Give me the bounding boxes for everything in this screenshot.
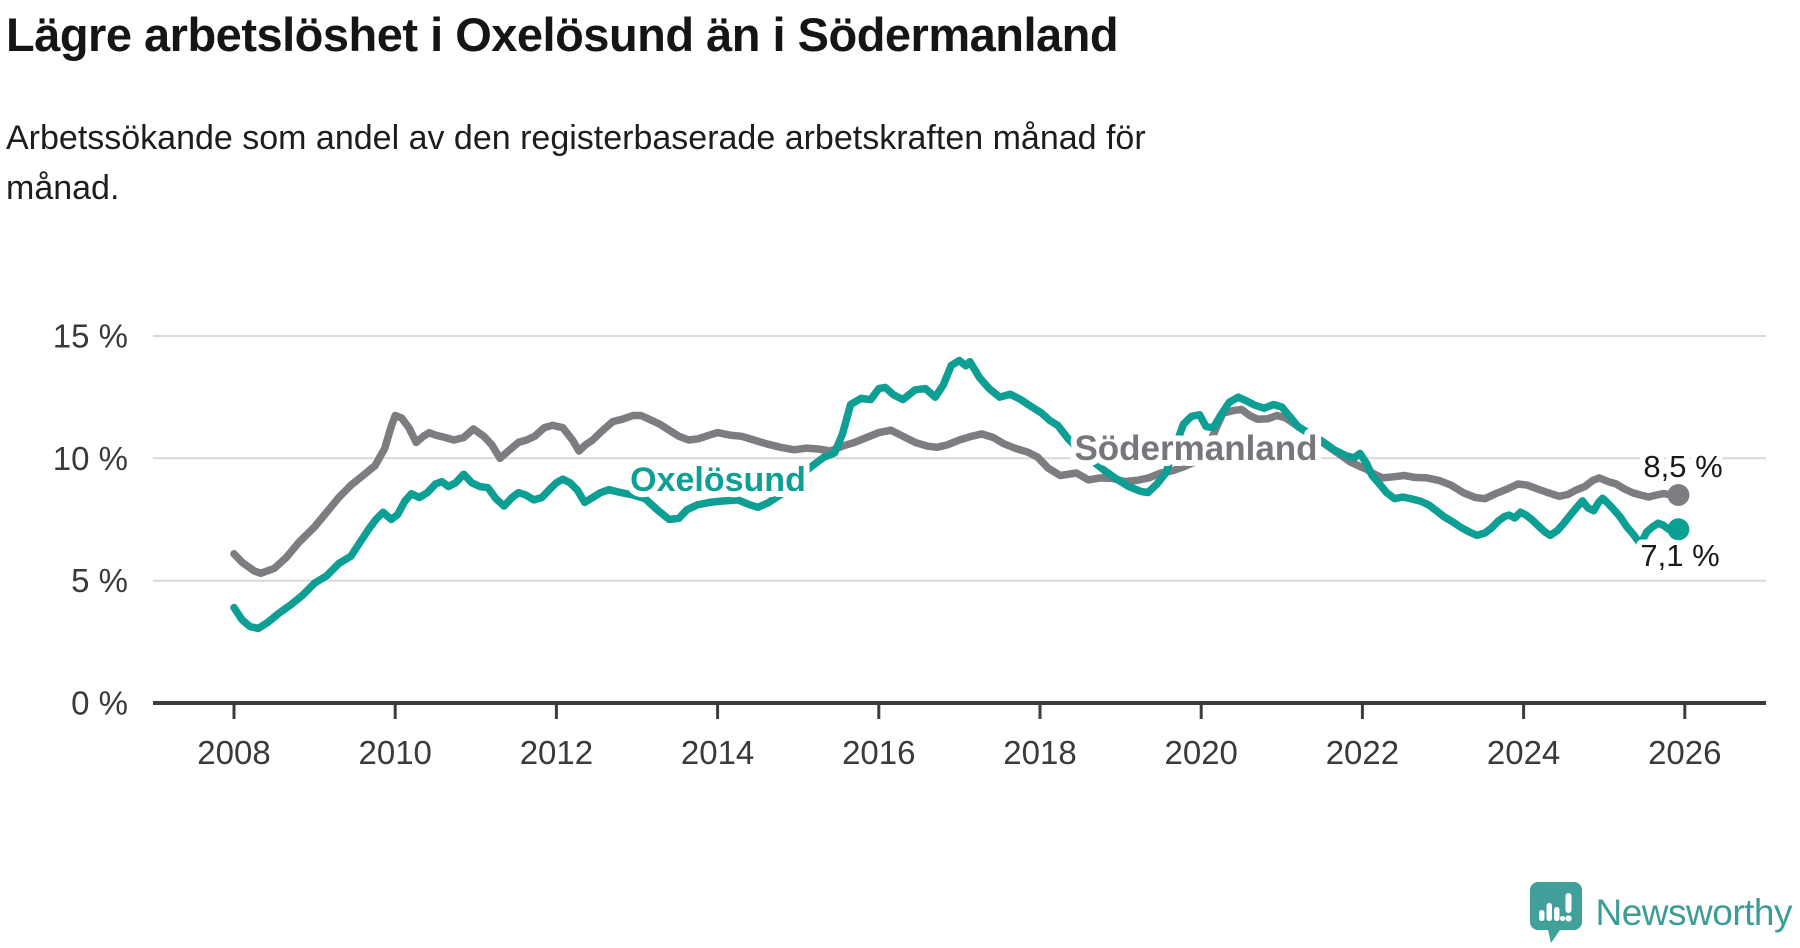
subtitle-line-1: Arbetssökande som andel av den registerb… [6,119,1146,158]
newsworthy-speech-bubble-chart-icon [1529,882,1582,943]
series-end-dots [1667,484,1690,541]
y-tick-label: 10 % [53,440,128,477]
chart-header: Lägre arbetslöshet i Oxelösund än i Söde… [6,0,1706,214]
y-tick-label: 5 % [71,562,128,599]
subtitle-line-2: månad. [6,169,120,208]
y-tick-label: 0 % [71,685,128,722]
series-line-södermanland [230,405,1683,578]
page-title: Lägre arbetslöshet i Oxelösund än i Söde… [6,8,1119,61]
x-tick-label: 2008 [197,734,270,771]
y-axis-labels: 0 % 5 % 10 % 15 % [53,318,128,722]
x-tick-label: 2016 [842,734,915,771]
brand-name: Newsworthy [1595,892,1793,933]
series-label-oxelosund: Oxelösund [630,461,806,499]
end-dot-oxelösund [1667,518,1690,541]
end-dot-södermanland [1667,484,1690,506]
newsworthy-logo: Newsworthy [1529,882,1793,944]
end-value-label-oxelosund: 7,1 % [1640,538,1719,573]
gridlines [153,335,1766,582]
x-tick-label: 2026 [1648,734,1721,771]
x-tick-label: 2020 [1164,734,1237,771]
chart-subtitle: Arbetssökande som andel av den registerb… [6,114,1706,214]
series-line-oxelösund [230,356,1683,633]
x-tick-label: 2012 [520,734,593,771]
end-value-label-sodermanland: 8,5 % [1643,449,1722,484]
series-label-sodermanland: Södermanland [1074,429,1317,468]
x-tick-label: 2018 [1003,734,1076,771]
series-lines [230,356,1683,633]
x-axis: 2008 2010 2012 2014 2016 2018 2020 2022 2024 2026 [153,701,1766,771]
x-tick-label: 2024 [1487,734,1560,771]
y-tick-label: 15 % [53,318,128,355]
x-tick-label: 2010 [358,734,431,771]
x-tick-label: 2022 [1326,734,1399,771]
x-tick-label: 2014 [681,734,754,771]
